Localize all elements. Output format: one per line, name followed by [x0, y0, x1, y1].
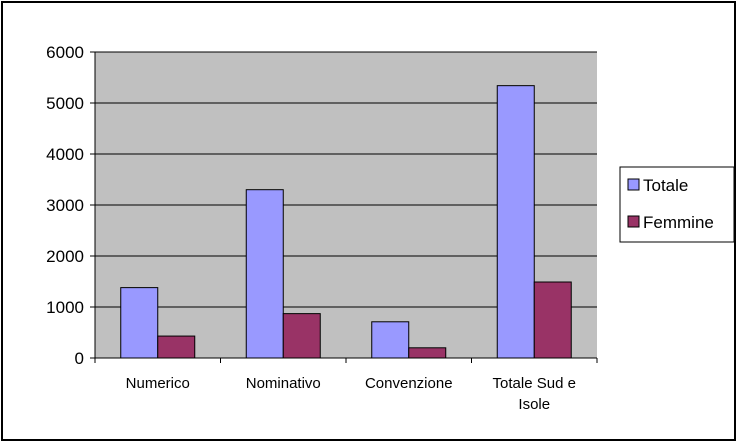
x-tick-label: Isole: [518, 396, 550, 413]
bar-femmine-3: [533, 281, 572, 359]
y-tick-label: 1000: [46, 298, 84, 317]
bars: [120, 85, 572, 359]
bar-totale-2: [371, 321, 410, 359]
y-tick-label: 3000: [46, 196, 84, 215]
y-tick-label: 5000: [46, 94, 84, 113]
y-tick-label: 2000: [46, 247, 84, 266]
y-tick-label: 0: [75, 349, 84, 368]
bar-femmine-1: [282, 313, 321, 359]
bar-totale-3: [496, 85, 535, 359]
x-tick-label: Numerico: [126, 375, 190, 392]
legend-label-femmine: Femmine: [643, 213, 714, 232]
bar-totale-0: [120, 287, 159, 359]
x-axis-ticks: Numerico Nominativo Convenzione Totale Sud …: [94, 358, 598, 413]
x-tick-label: Totale Sud e: [493, 375, 576, 392]
y-axis-ticks: 0 1000 2000 3000 4000 5000 6000: [46, 43, 95, 368]
legend-label-totale: Totale: [643, 176, 688, 195]
bar-totale-1: [245, 189, 284, 359]
legend-swatch-femmine: [627, 215, 640, 228]
bar-femmine-2: [408, 347, 447, 359]
legend: Totale Femmine: [619, 166, 735, 243]
x-tick-label: Nominativo: [246, 375, 321, 392]
y-tick-label: 6000: [46, 43, 84, 62]
bar-femmine-0: [157, 335, 196, 359]
x-tick-label: Convenzione: [365, 375, 453, 392]
y-tick-label: 4000: [46, 145, 84, 164]
legend-swatch-totale: [627, 178, 640, 191]
